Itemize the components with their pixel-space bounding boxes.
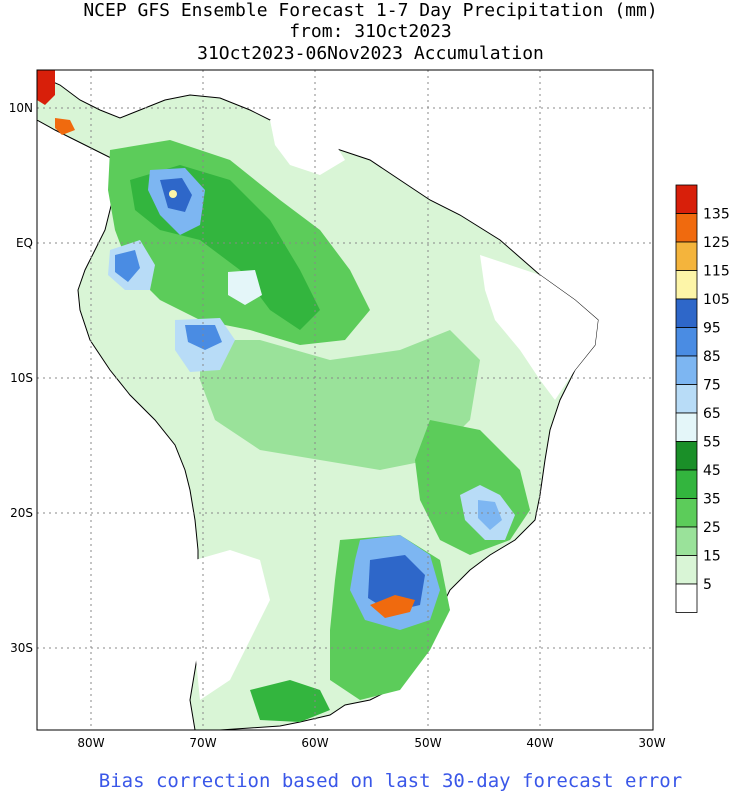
legend-swatch: [675, 213, 698, 243]
legend-swatch: [675, 441, 698, 471]
peak-rain-colombia: [169, 190, 177, 198]
heavy-rain-panama: [55, 118, 75, 135]
precipitation-legend: 135 125 115 105 95 85 75 65 55 45 35 25 15 5: [675, 184, 730, 613]
rain-spot-argentina: [250, 680, 330, 722]
heavy-rain-peru-core: [185, 325, 222, 350]
map-frame: [36, 69, 654, 731]
legend-swatch: [675, 355, 698, 385]
heavy-rain-minas-core: [478, 500, 502, 530]
legend-swatch: [675, 526, 698, 556]
heavy-rain-central-america: [37, 70, 55, 105]
legend-label: 15: [703, 549, 721, 565]
longitude-labels: 80W 70W 60W 50W 40W 30W: [77, 736, 665, 750]
lon-label-50w: 50W: [414, 736, 441, 750]
legend-label: 25: [703, 520, 721, 536]
lat-label-10s: 10S: [10, 371, 33, 385]
legend-label: 85: [703, 349, 721, 365]
lat-label-30s: 30S: [10, 641, 33, 655]
graticule: [37, 70, 653, 730]
lon-label-60w: 60W: [301, 736, 328, 750]
dry-area-guiana: [270, 115, 345, 175]
moderate-rain-amazon: [228, 270, 262, 305]
heavy-rain-ecuador-core: [115, 250, 140, 282]
legend-label: 135: [703, 207, 730, 223]
dry-area-andes: [195, 550, 270, 700]
lon-label-70w: 70W: [189, 736, 216, 750]
legend-label: 35: [703, 492, 721, 508]
legend-label: 55: [703, 435, 721, 451]
legend-label: 5: [703, 577, 712, 593]
lon-label-40w: 40W: [526, 736, 553, 750]
lat-label-20s: 20S: [10, 506, 33, 520]
legend-label: 125: [703, 235, 730, 251]
lon-label-30w: 30W: [638, 736, 665, 750]
legend-swatch: [675, 298, 698, 328]
legend-swatch: [675, 583, 698, 613]
legend-label: 75: [703, 378, 721, 394]
bias-correction-note: Bias correction based on last 30-day for…: [98, 770, 683, 792]
legend-swatch: [675, 469, 698, 499]
heavy-rain-paraguay-core: [368, 555, 425, 612]
map-title: NCEP GFS Ensemble Forecast 1-7 Day Preci…: [83, 0, 658, 21]
legend-swatch: [675, 498, 698, 528]
legend-swatch: [675, 327, 698, 357]
latitude-labels: 10N EQ 10S 20S 30S: [9, 101, 33, 655]
legend-label: 105: [703, 292, 730, 308]
legend-swatch: [675, 184, 698, 214]
lon-label-80w: 80W: [77, 736, 104, 750]
legend-swatch: [675, 412, 698, 442]
legend-label: 65: [703, 406, 721, 422]
legend-label: 45: [703, 463, 721, 479]
map-subtitle-accumulation: 31Oct2023-06Nov2023 Accumulation: [197, 43, 544, 64]
legend-label: 95: [703, 321, 721, 337]
dry-area-northeast: [480, 255, 598, 400]
peak-rain-southern-brazil: [370, 595, 415, 618]
legend-label: 115: [703, 264, 730, 280]
map-subtitle-from: from: 31Oct2023: [289, 21, 452, 42]
legend-swatch: [675, 241, 698, 271]
lat-label-10n: 10N: [9, 101, 33, 115]
rain-band-central: [200, 330, 480, 470]
legend-swatch: [675, 270, 698, 300]
lat-label-eq: EQ: [16, 236, 33, 250]
legend-swatch: [675, 555, 698, 585]
legend-swatch: [675, 384, 698, 414]
